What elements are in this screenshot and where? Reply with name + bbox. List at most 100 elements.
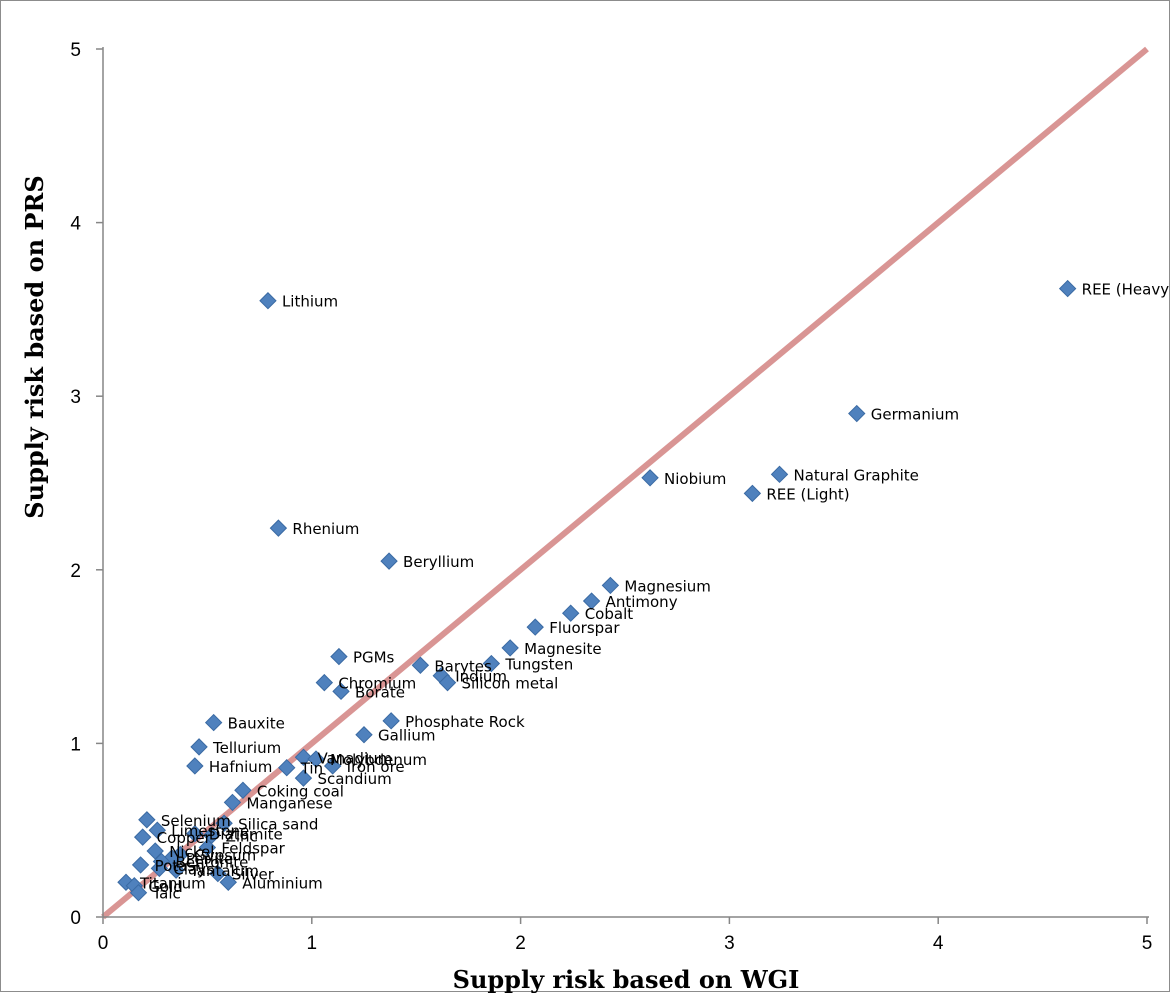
data-point: [848, 404, 866, 423]
y-tick-label: 0: [70, 908, 81, 929]
data-point: [307, 750, 325, 768]
data-label: Lithium: [282, 293, 338, 311]
data-point: [234, 781, 252, 799]
data-label: Borate: [355, 683, 405, 701]
data-point: [438, 673, 457, 692]
data-point: [355, 726, 373, 744]
y-tick-label: 2: [70, 561, 81, 582]
data-label: Bauxite: [228, 715, 285, 733]
data-labels: Lithium REE (Heavy) Germanium Natural Graph…: [139, 281, 1170, 903]
data-point: [269, 519, 288, 537]
data-label: REE (Light): [766, 485, 849, 503]
data-label: Antimony: [606, 593, 678, 611]
data-label: Zinc: [226, 827, 258, 845]
data-point: [131, 856, 150, 874]
data-label: Hafnium: [209, 758, 273, 776]
data-label: Silver: [232, 866, 275, 884]
data-label: Tantalum: [189, 862, 259, 880]
data-point: [186, 824, 204, 843]
data-point: [278, 758, 296, 777]
data-label: Gypsum: [194, 847, 256, 865]
y-axis-title: Supply risk based on PRS: [20, 175, 49, 518]
data-label: Titanium: [139, 874, 206, 892]
data-point: [129, 883, 148, 902]
data-point: [411, 656, 430, 674]
data-point: [198, 838, 217, 857]
data-point: [223, 793, 242, 812]
data-point: [133, 828, 152, 846]
data-point: [167, 861, 185, 879]
data-point: [526, 618, 544, 636]
y-tick-label: 4: [70, 214, 81, 235]
data-label: Perlite: [186, 850, 233, 868]
data-point: [323, 757, 342, 775]
data-label: Manganese: [246, 794, 332, 812]
data-point: [562, 604, 580, 622]
data-point: [1058, 279, 1077, 298]
x-tick-label: 0: [98, 933, 109, 954]
data-label: Feldspar: [221, 840, 285, 858]
data-label: Aluminium: [242, 874, 323, 892]
data-label: Rhenium: [292, 520, 359, 538]
data-label: Beryllium: [403, 553, 474, 571]
data-label: Phosphate Rock: [405, 713, 525, 731]
data-label: Tellurium: [212, 739, 281, 757]
data-point: [601, 576, 620, 595]
data-point: [501, 639, 519, 657]
data-label: Potash: [155, 857, 205, 875]
data-point: [219, 873, 237, 891]
x-tick-label: 1: [307, 933, 318, 954]
data-label: Scandium: [317, 770, 391, 788]
data-point: [190, 738, 208, 756]
data-label: Silicon metal: [462, 675, 559, 693]
data-label: Gallium: [378, 727, 435, 745]
data-label: Clays: [173, 860, 214, 878]
data-point: [743, 484, 762, 503]
data-label: Copper: [157, 829, 212, 847]
data-label: Diatomite: [209, 826, 283, 844]
data-point: [186, 757, 204, 775]
x-tick-label: 3: [724, 933, 735, 954]
data-point: [770, 465, 789, 484]
data-point: [332, 682, 350, 701]
data-point: [582, 592, 601, 610]
data-label: Selenium: [161, 812, 231, 830]
data-label: Talc: [151, 885, 180, 903]
data-label: Molybdenum: [330, 751, 427, 769]
reference-line-layer: [101, 46, 1149, 920]
data-point: [138, 811, 156, 829]
data-label: Bentonite: [175, 853, 248, 871]
data-label: Limestone: [171, 822, 249, 840]
data-label: Vanadium: [317, 749, 392, 767]
data-label: Cobalt: [585, 605, 634, 623]
data-point: [150, 859, 169, 878]
data-label: Gold: [148, 878, 183, 896]
data-point: [215, 814, 233, 832]
y-tick-label: 5: [70, 40, 81, 61]
data-label: Natural Graphite: [794, 466, 919, 484]
axes: 0 1 2 3 4 5 0 1 2 3 4 5: [70, 40, 1152, 954]
x-tick-label: 5: [1142, 933, 1153, 954]
y-tick-label: 3: [70, 387, 81, 408]
data-label: Nickel: [169, 843, 214, 861]
data-point: [641, 469, 659, 487]
data-label: Iron ore: [347, 758, 405, 776]
data-point: [330, 647, 348, 666]
y-tick-label: 1: [70, 734, 81, 755]
data-label: Silica sand: [238, 815, 318, 833]
data-point: [482, 654, 501, 673]
data-label: Barytes: [434, 657, 492, 675]
data-point: [294, 769, 313, 787]
data-point: [294, 748, 313, 766]
data-label: Chromium: [338, 675, 416, 693]
data-label: Niobium: [664, 470, 726, 488]
data-point: [148, 821, 166, 839]
data-label: Magnesite: [524, 640, 601, 658]
data-label: Germanium: [871, 406, 959, 424]
data-label: Indium: [455, 668, 507, 686]
data-label: Tin: [300, 760, 323, 778]
data-points: [117, 279, 1077, 902]
data-point: [380, 552, 398, 570]
